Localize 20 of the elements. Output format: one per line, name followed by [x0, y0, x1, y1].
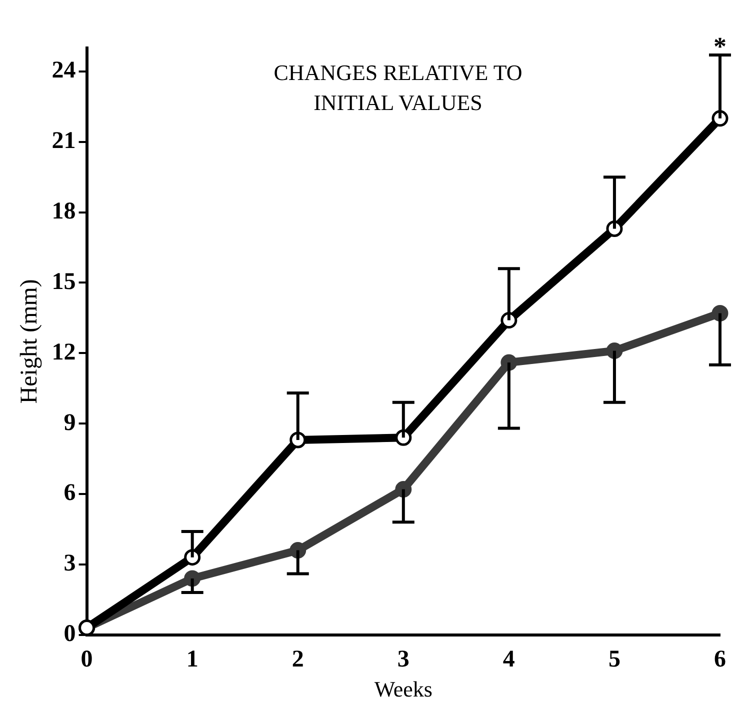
- x-tick-label: 0: [80, 646, 93, 672]
- y-tick-label: 15: [52, 268, 76, 295]
- x-tick-label: 4: [502, 646, 515, 672]
- y-tick-label: 12: [52, 339, 76, 366]
- y-tick-label: 0: [64, 621, 76, 648]
- annotation: *: [714, 32, 726, 61]
- x-axis-title: Weeks: [374, 676, 432, 702]
- x-tick-label: 2: [292, 646, 304, 672]
- y-tick-label: 18: [52, 198, 76, 225]
- y-tick-label: 3: [64, 550, 76, 577]
- x-tick-label: 3: [397, 646, 410, 672]
- y-tick-label: 21: [52, 128, 76, 154]
- y-tick-label: 24: [52, 58, 76, 84]
- x-tick-label: 1: [186, 646, 198, 672]
- text: CHANGES RELATIVE TO INITIAL VALUES: [272, 59, 524, 117]
- y-tick-label: 9: [64, 410, 76, 436]
- y-axis-title: Height (mm): [16, 279, 43, 404]
- x-tick-label: 5: [608, 646, 620, 672]
- x-tick-label: 6: [714, 646, 726, 672]
- y-tick-label: 6: [64, 480, 76, 506]
